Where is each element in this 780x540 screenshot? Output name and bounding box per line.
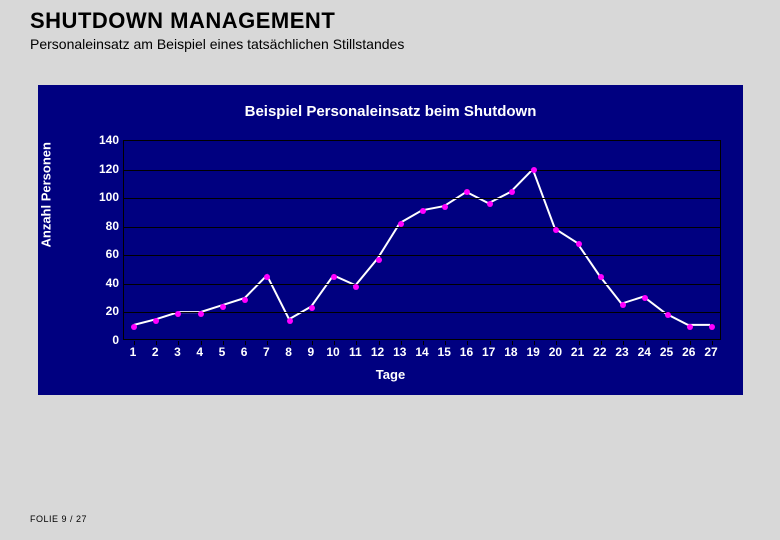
data-marker [464,189,470,195]
x-tick-label: 21 [571,345,584,359]
data-marker [665,312,671,318]
x-tick-label: 4 [196,345,203,359]
data-marker [264,274,270,280]
data-marker [153,318,159,324]
chart-title: Beispiel Personaleinsatz beim Shutdown [38,103,743,120]
data-marker [376,257,382,263]
data-marker [198,311,204,317]
y-axis-label: Anzahl Personen [39,142,54,247]
x-tick-label: 26 [682,345,695,359]
header: SHUTDOWN MANAGEMENT Personaleinsatz am B… [0,0,780,52]
data-marker [331,274,337,280]
x-tick-label: 17 [482,345,495,359]
data-marker [175,311,181,317]
data-marker [220,304,226,310]
data-marker [709,324,715,330]
x-tick-label: 20 [549,345,562,359]
data-marker [531,167,537,173]
gridline [124,227,720,228]
x-tick-label: 7 [263,345,270,359]
x-tick-label: 14 [415,345,428,359]
x-tick-label: 25 [660,345,673,359]
y-tick-label: 0 [79,333,119,347]
data-marker [309,305,315,311]
x-tick-label: 6 [241,345,248,359]
page-subtitle: Personaleinsatz am Beispiel eines tatsäc… [30,36,780,52]
chart-container: Beispiel Personaleinsatz beim Shutdown A… [38,85,743,395]
data-marker [242,297,248,303]
x-tick-label: 23 [615,345,628,359]
x-tick-label: 9 [308,345,315,359]
x-tick-label: 19 [526,345,539,359]
gridline [124,312,720,313]
data-marker [509,189,515,195]
plot-area [123,140,721,340]
x-tick-label: 13 [393,345,406,359]
data-marker [553,227,559,233]
data-marker [576,241,582,247]
data-marker [598,274,604,280]
gridline [124,198,720,199]
line-chart-svg [124,141,720,339]
x-tick-label: 27 [704,345,717,359]
x-tick-label: 5 [219,345,226,359]
y-tick-label: 40 [79,276,119,290]
x-tick-label: 3 [174,345,181,359]
x-tick-label: 1 [130,345,137,359]
x-tick-label: 24 [638,345,651,359]
data-marker [487,201,493,207]
x-tick-label: 2 [152,345,159,359]
x-tick-label: 12 [371,345,384,359]
slide-footer: FOLIE 9 / 27 [30,514,87,524]
y-tick-label: 100 [79,190,119,204]
data-marker [398,221,404,227]
data-marker [642,295,648,301]
data-marker [353,284,359,290]
data-marker [442,204,448,210]
x-tick-label: 11 [349,345,362,359]
data-marker [287,318,293,324]
data-marker [131,324,137,330]
gridline [124,170,720,171]
y-tick-label: 120 [79,162,119,176]
x-tick-label: 10 [326,345,339,359]
page-title: SHUTDOWN MANAGEMENT [30,8,780,34]
x-axis-label: Tage [38,367,743,382]
data-marker [420,208,426,214]
data-marker [687,324,693,330]
x-tick-label: 18 [504,345,517,359]
y-tick-label: 140 [79,133,119,147]
x-tick-label: 22 [593,345,606,359]
y-tick-label: 20 [79,304,119,318]
gridline [124,284,720,285]
x-tick-label: 16 [460,345,473,359]
x-tick-label: 8 [285,345,292,359]
y-tick-label: 80 [79,219,119,233]
data-marker [620,302,626,308]
x-tick-label: 15 [438,345,451,359]
y-tick-label: 60 [79,247,119,261]
gridline [124,255,720,256]
